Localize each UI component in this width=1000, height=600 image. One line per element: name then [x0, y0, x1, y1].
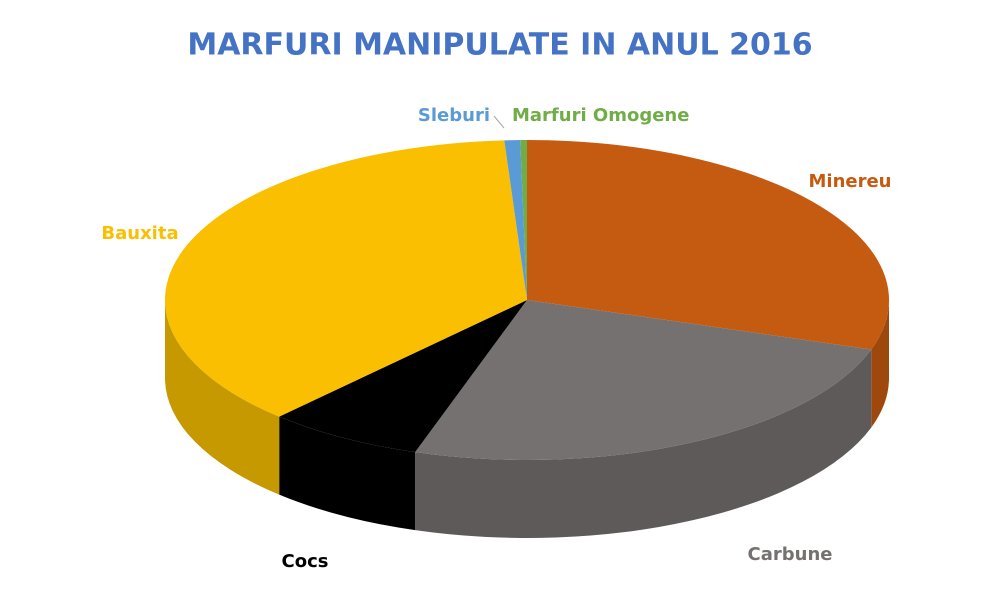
slice-label: Marfuri Omogene: [512, 105, 689, 126]
pie-slice: [415, 300, 872, 461]
pie-sides: [165, 300, 889, 538]
pie-side: [165, 300, 280, 495]
pie-slice: [165, 140, 527, 417]
pie-side: [279, 416, 416, 531]
pie-slice: [520, 140, 527, 300]
slice-label: Bauxita: [101, 223, 178, 244]
slice-label: Minereu: [808, 171, 891, 192]
pie-tops: [165, 140, 890, 461]
slice-label: Carbune: [748, 544, 833, 565]
slice-label: Cocs: [282, 551, 329, 572]
leader-line: [493, 115, 505, 129]
pie-slice: [504, 140, 527, 300]
pie-slice: [527, 140, 890, 350]
pie-side: [871, 300, 889, 428]
chart-title: MARFURI MANIPULATE IN ANUL 2016: [187, 28, 812, 63]
pie-slice: [279, 300, 527, 453]
slice-label: Sleburi: [418, 105, 490, 126]
pie-side: [415, 349, 872, 538]
